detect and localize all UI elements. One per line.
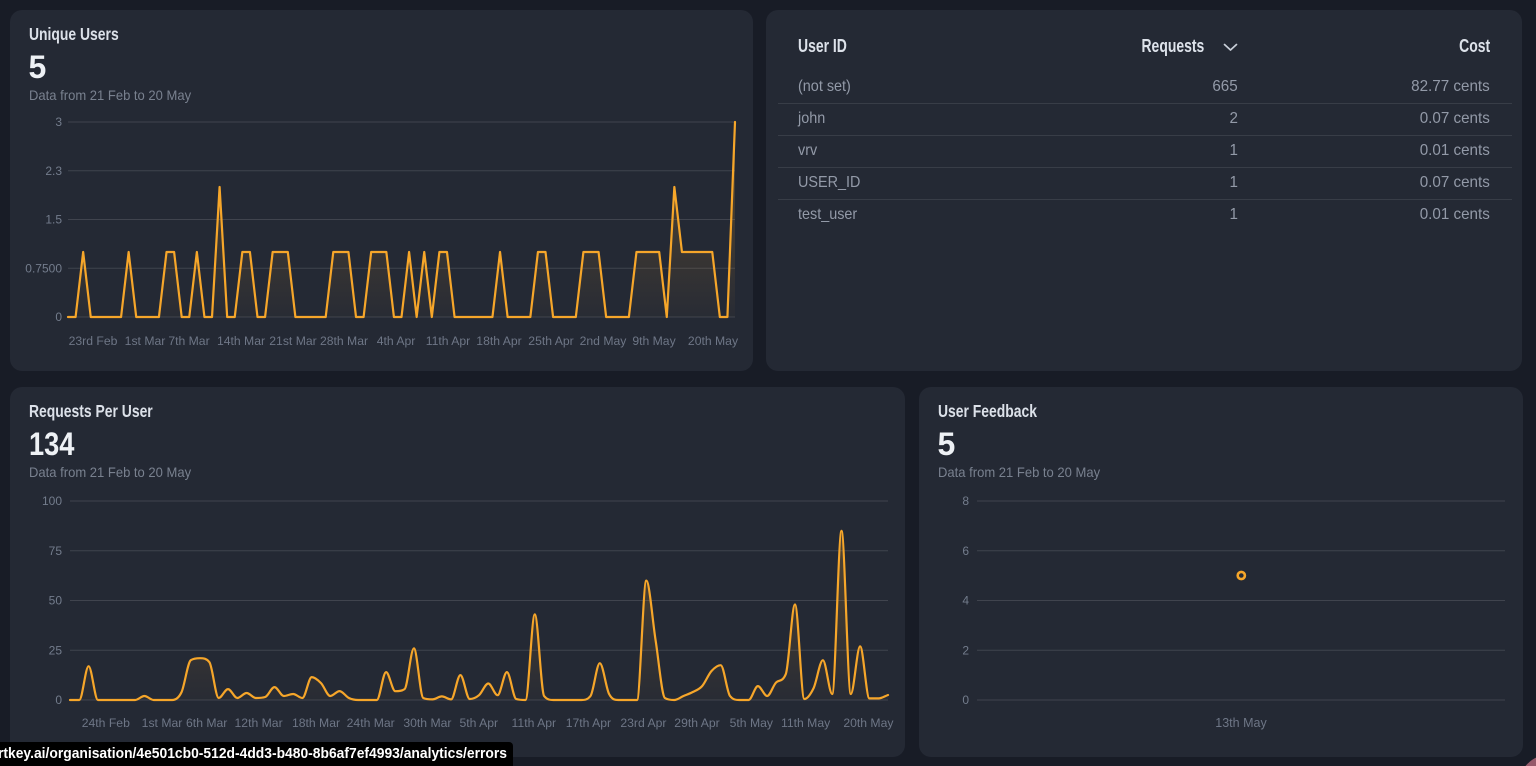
- svg-text:2: 2: [962, 643, 969, 657]
- svg-text:5th Apr: 5th Apr: [459, 716, 498, 730]
- svg-text:29th Apr: 29th Apr: [674, 716, 719, 730]
- svg-text:18th Apr: 18th Apr: [476, 334, 521, 348]
- svg-text:23rd Apr: 23rd Apr: [620, 716, 666, 730]
- svg-text:6: 6: [962, 544, 969, 558]
- svg-text:5th May: 5th May: [730, 716, 774, 730]
- svg-text:21st Mar: 21st Mar: [269, 334, 316, 348]
- svg-text:75: 75: [49, 544, 63, 558]
- svg-text:2.3: 2.3: [45, 164, 62, 178]
- svg-text:100: 100: [42, 494, 62, 508]
- svg-text:12th Mar: 12th Mar: [235, 716, 283, 730]
- svg-text:23rd Feb: 23rd Feb: [69, 334, 118, 348]
- svg-text:25th Apr: 25th Apr: [528, 334, 573, 348]
- svg-text:9th May: 9th May: [632, 334, 676, 348]
- svg-text:13th May: 13th May: [1215, 716, 1267, 730]
- svg-text:24th Feb: 24th Feb: [82, 716, 130, 730]
- svg-text:6th Mar: 6th Mar: [186, 716, 227, 730]
- svg-text:25: 25: [49, 643, 63, 657]
- svg-text:2nd May: 2nd May: [580, 334, 628, 348]
- svg-text:20th May: 20th May: [843, 716, 894, 730]
- svg-text:0.7500: 0.7500: [25, 261, 62, 275]
- svg-text:7th Mar: 7th Mar: [168, 334, 209, 348]
- svg-text:24th Mar: 24th Mar: [347, 716, 395, 730]
- svg-text:50: 50: [49, 594, 63, 608]
- svg-text:28th Mar: 28th Mar: [320, 334, 368, 348]
- svg-text:4th Apr: 4th Apr: [377, 334, 416, 348]
- svg-text:11th Apr: 11th Apr: [512, 716, 557, 730]
- svg-text:8: 8: [962, 494, 969, 508]
- svg-text:30th Mar: 30th Mar: [403, 716, 451, 730]
- svg-text:17th Apr: 17th Apr: [566, 716, 611, 730]
- svg-text:20th May: 20th May: [688, 334, 739, 348]
- svg-text:18th Mar: 18th Mar: [292, 716, 340, 730]
- svg-text:0: 0: [962, 693, 969, 707]
- svg-text:11th May: 11th May: [781, 716, 831, 730]
- svg-text:1st Mar: 1st Mar: [142, 716, 183, 730]
- svg-text:1st Mar: 1st Mar: [125, 334, 166, 348]
- svg-text:3: 3: [55, 115, 62, 129]
- svg-text:0: 0: [55, 693, 62, 707]
- svg-text:1.5: 1.5: [45, 213, 62, 227]
- svg-text:0: 0: [55, 310, 62, 324]
- svg-text:4: 4: [962, 594, 969, 608]
- svg-text:11th Apr: 11th Apr: [426, 334, 471, 348]
- svg-text:14th Mar: 14th Mar: [217, 334, 265, 348]
